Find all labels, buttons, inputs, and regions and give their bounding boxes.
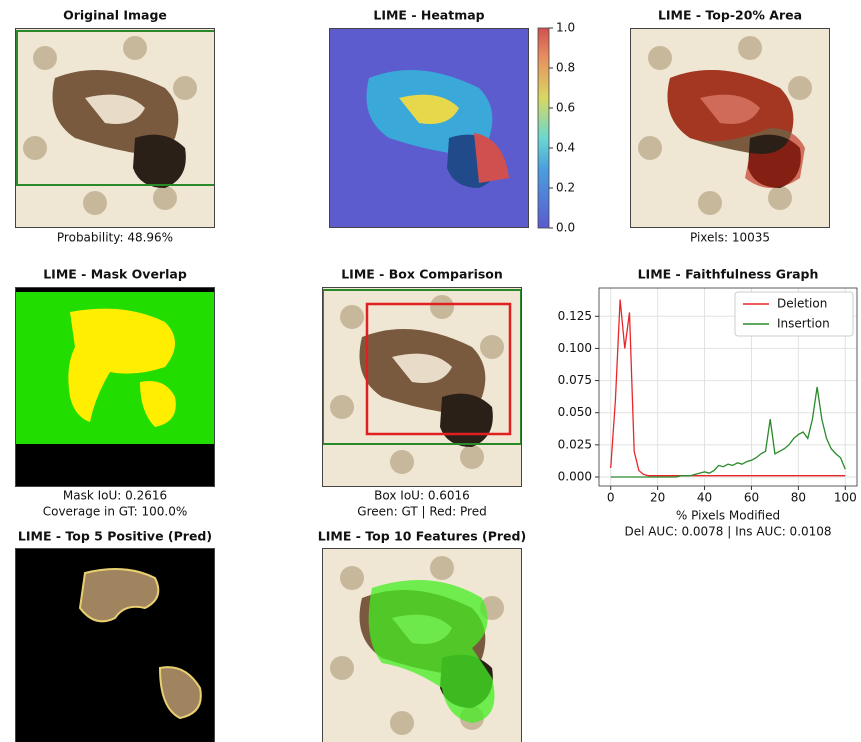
panel-caption: Pixels: 10035 — [690, 231, 770, 245]
panel-title: LIME - Heatmap — [373, 8, 484, 23]
panel-caption: Probability: 48.96% — [57, 231, 173, 245]
pattern — [768, 186, 792, 210]
x-tick-label: 100 — [834, 491, 857, 505]
chart-caption: Del AUC: 0.0078 | Ins AUC: 0.0108 — [624, 525, 831, 539]
panel-caption: Mask IoU: 0.2616 — [63, 489, 167, 503]
panel-title: LIME - Box Comparison — [341, 267, 503, 282]
x-axis-label: % Pixels Modified — [676, 509, 780, 523]
x-tick-label: 60 — [744, 491, 759, 505]
y-tick-label: 0.050 — [558, 405, 592, 419]
x-tick-label: 80 — [791, 491, 806, 505]
pattern — [390, 450, 414, 474]
series-line — [611, 387, 846, 477]
x-tick-label: 20 — [650, 491, 665, 505]
x-tick-label: 0 — [607, 491, 615, 505]
panel-title: LIME - Top 10 Features (Pred) — [318, 529, 526, 544]
pattern — [638, 136, 662, 160]
image-panel — [15, 287, 215, 487]
image-panel — [15, 548, 215, 742]
pattern — [340, 566, 364, 590]
legend-label: Deletion — [777, 297, 827, 311]
colorbar-tick-label: 0.8 — [556, 61, 575, 75]
panel-title: Original Image — [63, 8, 167, 23]
pattern — [23, 136, 47, 160]
panel-title: LIME - Top 5 Positive (Pred) — [18, 529, 212, 544]
pattern — [460, 445, 484, 469]
pattern — [430, 556, 454, 580]
pattern — [648, 46, 672, 70]
panel-caption: Coverage in GT: 100.0% — [43, 505, 188, 519]
colorbar-tick-label: 0.6 — [556, 101, 575, 115]
y-tick-label: 0.075 — [558, 373, 592, 387]
image-panel — [322, 287, 522, 487]
mask-bottom — [15, 444, 215, 487]
figure: Original Image Probability: 48.96% LIME - … — [0, 0, 861, 742]
pattern — [340, 305, 364, 329]
colorbar — [538, 28, 549, 228]
y-tick-label: 0.100 — [558, 341, 592, 355]
y-tick-label: 0.025 — [558, 437, 592, 451]
panel-title: LIME - Mask Overlap — [43, 267, 187, 282]
pattern — [430, 295, 454, 319]
image-panel — [322, 548, 522, 742]
pattern — [698, 191, 722, 215]
colorbar-tick-label: 0.0 — [556, 221, 575, 235]
panel-caption: Box IoU: 0.6016 — [374, 489, 470, 503]
y-tick-label: 0.000 — [558, 470, 592, 484]
image-panel — [329, 28, 529, 228]
colorbar-tick-label: 1.0 — [556, 21, 575, 35]
pattern — [738, 36, 762, 60]
pattern — [33, 46, 57, 70]
legend-label: Insertion — [777, 317, 830, 331]
pattern — [390, 711, 414, 735]
y-tick-label: 0.125 — [558, 309, 592, 323]
panel-caption: Green: GT | Red: Pred — [357, 505, 486, 519]
colorbar-tick-label: 0.2 — [556, 181, 575, 195]
x-tick-label: 40 — [697, 491, 712, 505]
pattern — [330, 395, 354, 419]
pattern — [330, 656, 354, 680]
pattern — [123, 36, 147, 60]
pattern — [83, 191, 107, 215]
colorbar-tick-label: 0.4 — [556, 141, 575, 155]
image-panel — [15, 28, 215, 228]
pattern — [788, 76, 812, 100]
pattern — [173, 76, 197, 100]
pattern — [153, 186, 177, 210]
panel-title: LIME - Top-20% Area — [658, 8, 802, 23]
pattern — [480, 335, 504, 359]
image-panel — [630, 28, 830, 228]
chart-title: LIME - Faithfulness Graph — [638, 267, 819, 282]
